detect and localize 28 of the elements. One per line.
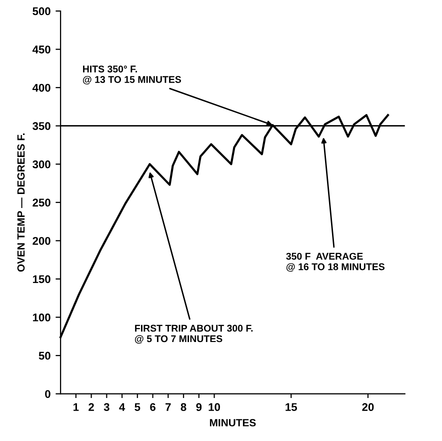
x-tick-label: 15 [286,403,297,411]
x-tick-label: 3 [104,403,110,412]
x-tick-label: 1 [74,403,79,411]
x-tick-label: 10 [208,403,220,411]
x-tick-label: 8 [180,403,186,411]
y-axis-title: OVEN TEMP — DEGREES F. [17,133,25,272]
y-tick-label: 250 [32,198,50,207]
x-tick-label: 2 [88,403,94,411]
y-tick-label: 400 [32,84,50,92]
y-tick-label: 350 [32,122,50,130]
y-tick-label: 150 [32,275,50,284]
x-tick-label: 6 [150,403,156,411]
y-tick-label: 500 [32,7,50,16]
x-tick-label: 4 [119,403,126,411]
x-tick-label: 5 [134,403,140,411]
y-tick-label: 100 [32,314,50,322]
annotation: FIRST TRIP ABOUT 300 F. @ 5 TO 7 MINUTES [134,324,253,344]
y-tick-label: 450 [32,46,50,54]
y-tick-label: 200 [32,236,50,245]
y-tick-label: 0 [45,390,50,398]
x-tick-label: 7 [166,403,171,411]
y-tick-label: 50 [38,352,50,360]
x-tick-label: 9 [196,403,202,411]
x-axis-title: MINUTES [210,419,256,426]
annotation: 350 F AVERAGE @ 16 TO 18 MINUTES [286,252,385,272]
x-tick-label: 20 [362,403,374,411]
annotation: HITS 350° F. @ 13 TO 15 MINUTES [82,66,182,84]
y-tick-label: 300 [32,160,50,168]
